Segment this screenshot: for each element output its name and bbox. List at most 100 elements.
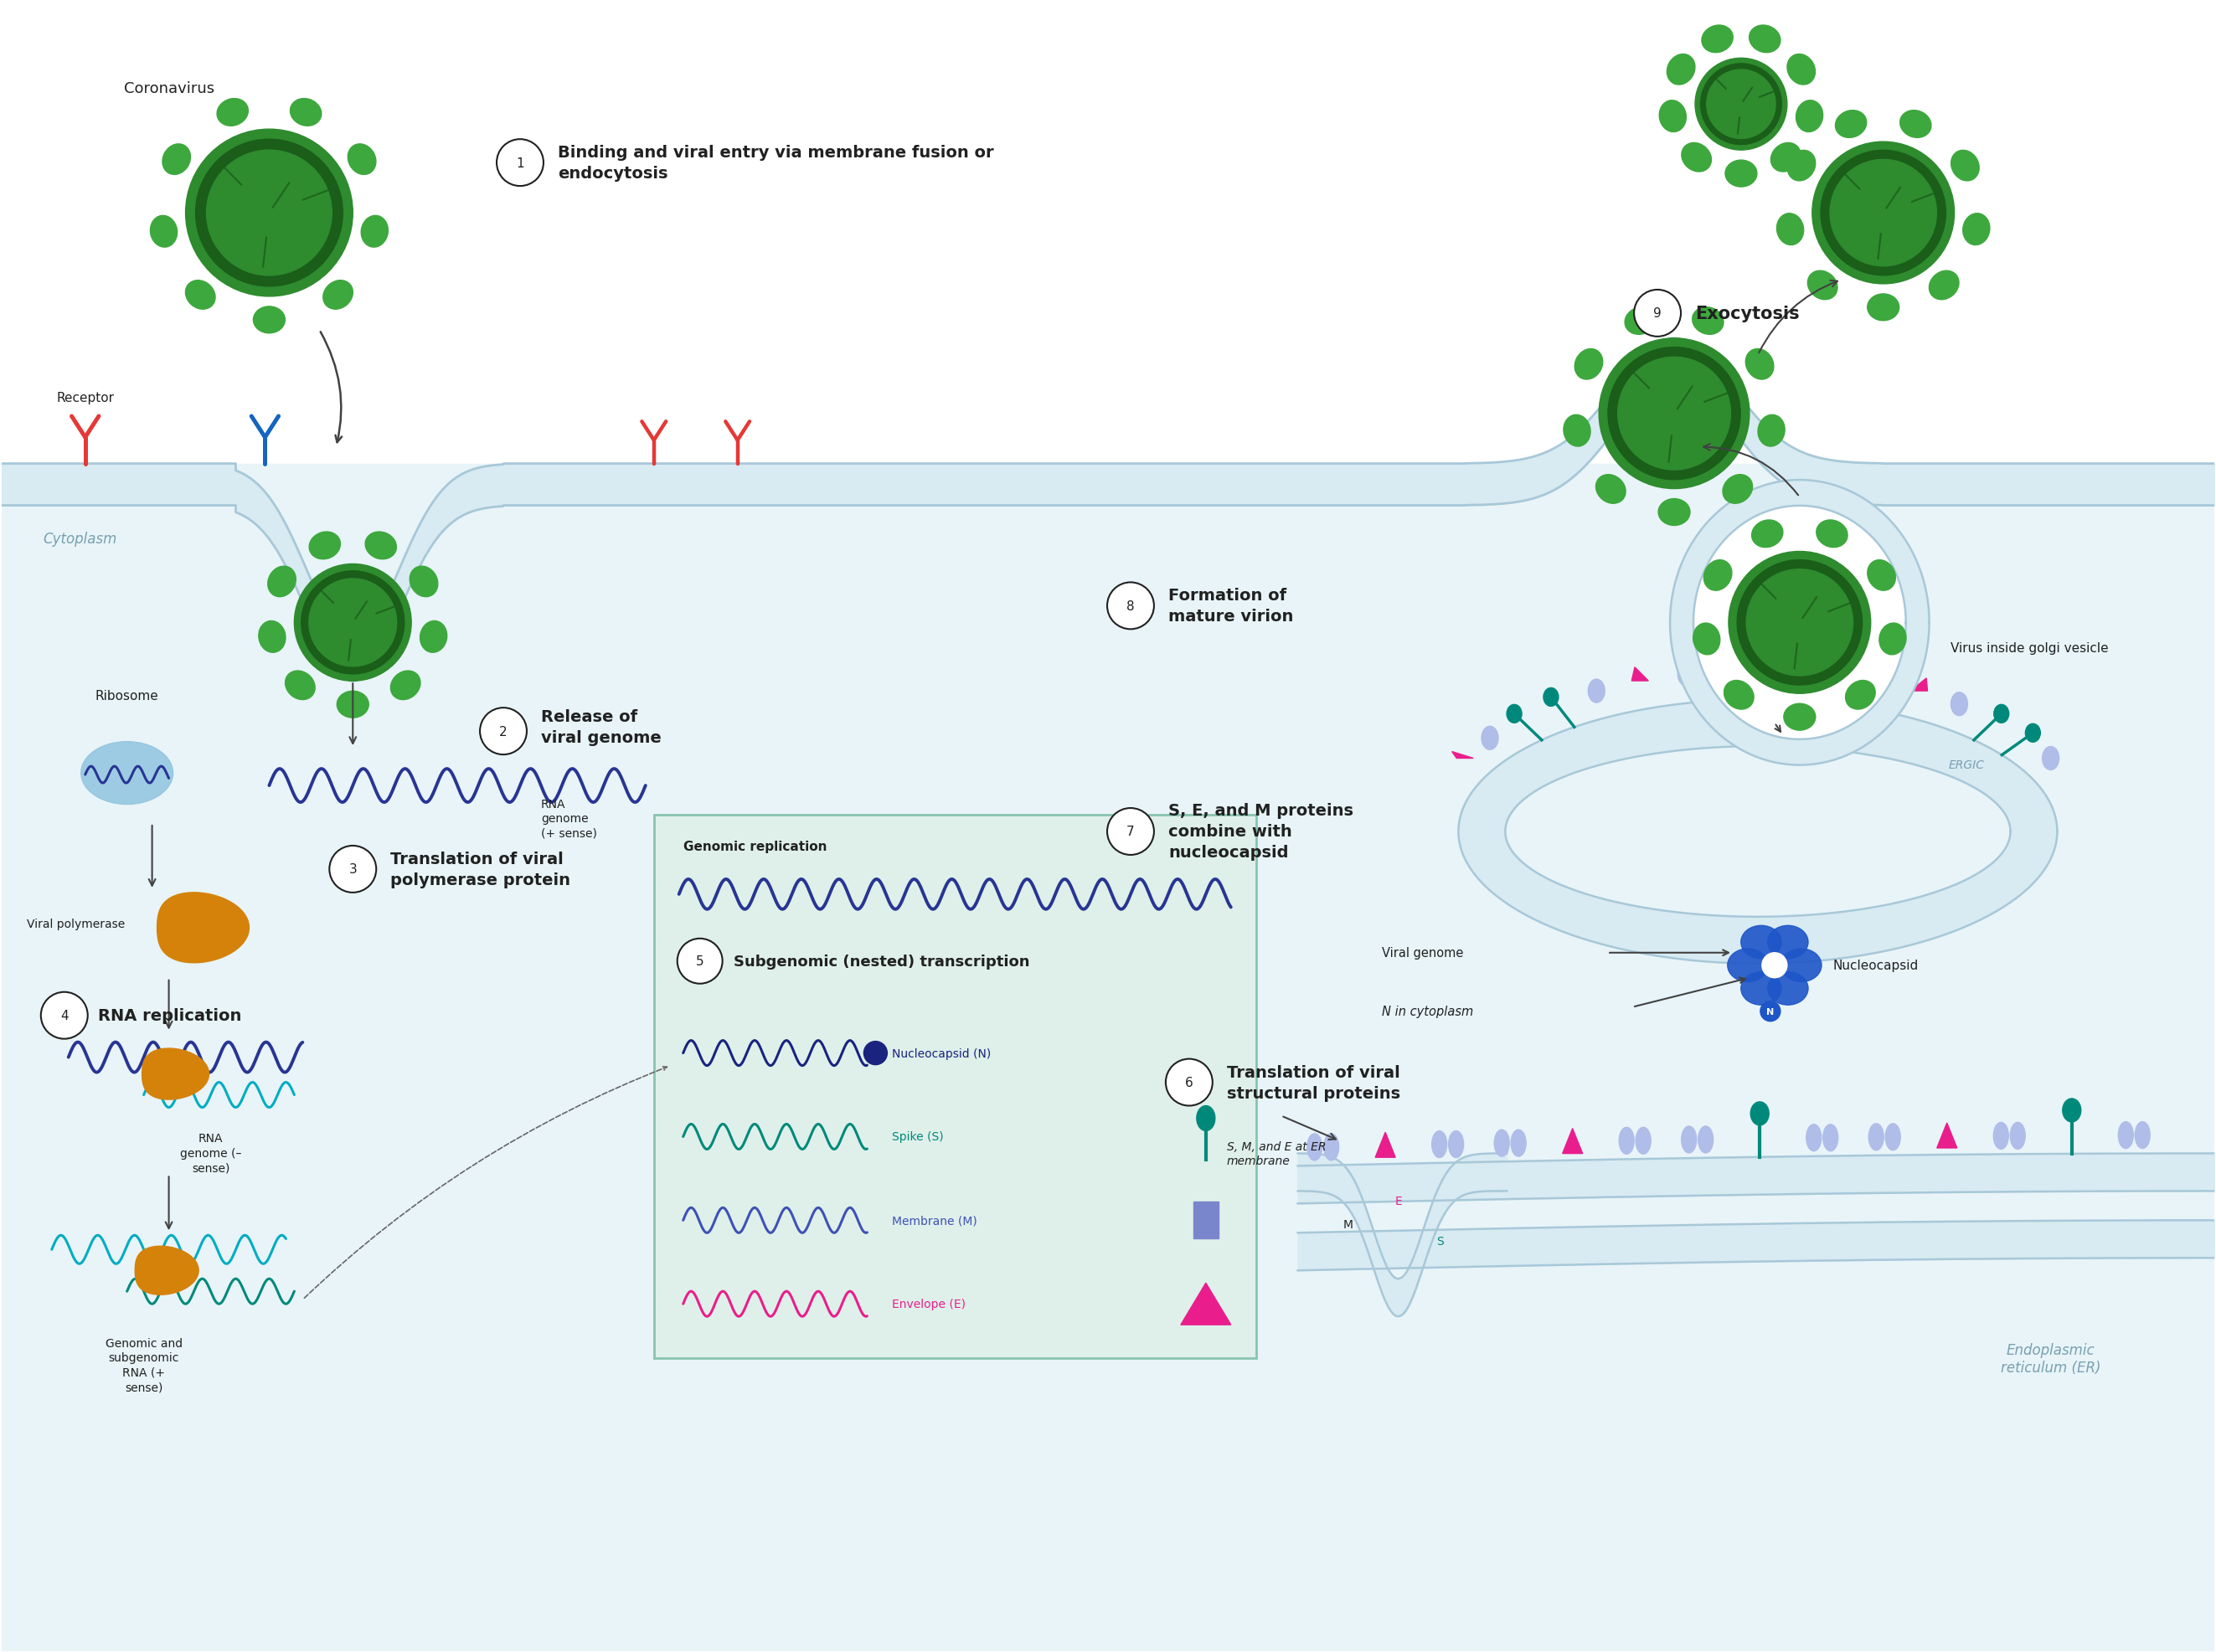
Text: Viral polymerase: Viral polymerase (27, 919, 124, 930)
Circle shape (1822, 150, 1946, 276)
Ellipse shape (217, 99, 248, 127)
Circle shape (186, 131, 352, 297)
Polygon shape (1451, 752, 1474, 758)
Bar (2, 464, 2214, 1650)
Text: Envelope (E): Envelope (E) (893, 1298, 966, 1310)
Ellipse shape (1576, 350, 1602, 380)
Ellipse shape (410, 567, 439, 598)
Ellipse shape (1963, 215, 1990, 246)
Text: Ribosome: Ribosome (95, 691, 160, 702)
Text: Coronavirus: Coronavirus (124, 81, 215, 96)
Text: Subgenomic (nested) transcription: Subgenomic (nested) transcription (733, 953, 1030, 970)
Circle shape (1633, 291, 1682, 337)
Text: Genomic and
subgenomic
RNA (+
sense): Genomic and subgenomic RNA (+ sense) (104, 1338, 182, 1393)
Ellipse shape (151, 216, 177, 248)
Ellipse shape (259, 621, 286, 653)
Text: Binding and viral entry via membrane fusion or
endocytosis: Binding and viral entry via membrane fus… (558, 145, 993, 182)
Circle shape (1737, 560, 1861, 686)
Ellipse shape (1726, 160, 1757, 188)
Circle shape (1166, 1059, 1212, 1105)
Polygon shape (1631, 667, 1649, 681)
Ellipse shape (1782, 948, 1822, 981)
Circle shape (1108, 583, 1155, 629)
Ellipse shape (1432, 1132, 1447, 1158)
Polygon shape (1458, 700, 2056, 963)
Ellipse shape (1768, 925, 1808, 958)
Text: S: S (1436, 1236, 1443, 1247)
Text: Membrane (M): Membrane (M) (893, 1214, 977, 1226)
Text: N in cytoplasm: N in cytoplasm (1381, 1006, 1474, 1018)
Text: Release of
viral genome: Release of viral genome (541, 709, 660, 745)
Text: Translation of viral
polymerase protein: Translation of viral polymerase protein (390, 851, 570, 887)
Ellipse shape (2025, 724, 2041, 742)
Circle shape (40, 993, 89, 1039)
Ellipse shape (1307, 1133, 1323, 1161)
Text: Nucleocapsid: Nucleocapsid (1833, 960, 1919, 971)
Ellipse shape (1697, 1127, 1713, 1153)
Ellipse shape (1930, 271, 1959, 301)
Circle shape (1830, 160, 1937, 266)
Ellipse shape (337, 692, 368, 719)
Ellipse shape (1678, 662, 1695, 686)
Circle shape (1813, 142, 1955, 284)
Circle shape (1609, 349, 1740, 481)
Ellipse shape (186, 281, 215, 311)
Ellipse shape (1494, 1130, 1509, 1156)
Text: 7: 7 (1126, 826, 1135, 838)
Ellipse shape (1784, 704, 1815, 730)
Text: Nucleocapsid (N): Nucleocapsid (N) (893, 1047, 991, 1059)
Ellipse shape (1323, 1133, 1338, 1161)
Ellipse shape (1722, 476, 1753, 504)
Circle shape (1762, 953, 1786, 978)
Polygon shape (1671, 481, 1930, 765)
Text: 9: 9 (1653, 307, 1662, 320)
Text: S, M, and E at ER
membrane: S, M, and E at ER membrane (1228, 1142, 1325, 1166)
Text: S, E, and M proteins
combine with
nucleocapsid: S, E, and M proteins combine with nucleo… (1168, 803, 1354, 861)
Ellipse shape (1886, 1123, 1901, 1150)
Polygon shape (1505, 747, 2010, 917)
Ellipse shape (348, 145, 377, 175)
Ellipse shape (324, 281, 352, 311)
Text: Formation of
mature virion: Formation of mature virion (1168, 588, 1294, 624)
Circle shape (301, 572, 403, 674)
Ellipse shape (2043, 747, 2059, 770)
Ellipse shape (1777, 215, 1804, 246)
Ellipse shape (82, 742, 173, 805)
Ellipse shape (1726, 659, 1742, 682)
Ellipse shape (421, 621, 448, 653)
Polygon shape (1937, 1123, 1957, 1148)
Ellipse shape (1682, 1127, 1697, 1153)
Ellipse shape (286, 671, 315, 700)
Text: Receptor: Receptor (55, 392, 113, 405)
Circle shape (481, 709, 527, 755)
Ellipse shape (1757, 415, 1784, 448)
Text: 8: 8 (1126, 600, 1135, 613)
Text: M: M (1343, 1219, 1354, 1231)
Text: RNA replication: RNA replication (98, 1008, 242, 1024)
Ellipse shape (1994, 705, 2010, 724)
Ellipse shape (1507, 705, 1522, 724)
Text: 4: 4 (60, 1009, 69, 1023)
Text: Endoplasmic
reticulum (ER): Endoplasmic reticulum (ER) (2001, 1341, 2101, 1374)
Circle shape (1700, 64, 1782, 145)
Ellipse shape (1589, 679, 1604, 704)
Ellipse shape (1596, 476, 1627, 504)
Ellipse shape (1751, 520, 1784, 548)
Polygon shape (1376, 1133, 1396, 1158)
Polygon shape (157, 892, 248, 963)
Text: E: E (1394, 1196, 1403, 1208)
Ellipse shape (1788, 150, 1815, 182)
Ellipse shape (1868, 669, 1884, 692)
Ellipse shape (1795, 101, 1824, 132)
Ellipse shape (366, 532, 397, 560)
Ellipse shape (1728, 948, 1768, 981)
Text: 2: 2 (499, 725, 507, 738)
Circle shape (1760, 1001, 1779, 1021)
Ellipse shape (1449, 1132, 1463, 1158)
Ellipse shape (1693, 307, 1724, 335)
Ellipse shape (1660, 101, 1686, 132)
Ellipse shape (253, 307, 286, 334)
Ellipse shape (2118, 1122, 2134, 1148)
Ellipse shape (390, 671, 421, 700)
Ellipse shape (1817, 520, 1848, 548)
